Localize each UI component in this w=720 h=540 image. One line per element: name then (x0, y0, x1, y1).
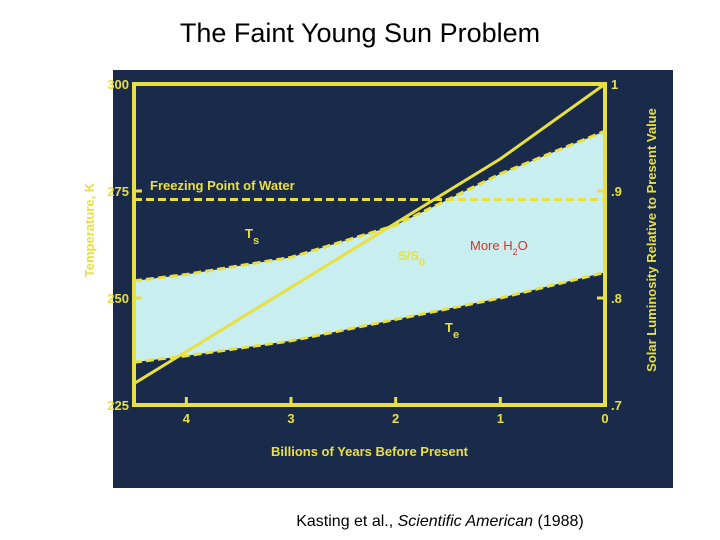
series-label: Te (445, 320, 459, 341)
series-label-part: T (245, 226, 253, 241)
annotation: More H2O (470, 238, 528, 257)
y-tick-label: 300 (107, 77, 129, 92)
plot-frame (132, 82, 607, 407)
y2-tick-label: .8 (611, 291, 622, 306)
x-tick-label: 2 (392, 411, 399, 426)
series-label: S/S0 (398, 248, 425, 269)
series-line (133, 129, 606, 283)
series-label: Freezing Point of Water (150, 178, 295, 193)
slide-title: The Faint Young Sun Problem (180, 18, 540, 48)
series-line (133, 82, 606, 385)
caption: Kasting et al., Scientific American (198… (296, 513, 584, 530)
x-tick-label: 3 (287, 411, 294, 426)
series-label-part: Freezing Point of Water (150, 178, 295, 193)
band (134, 131, 605, 363)
annotation-part: O (518, 238, 528, 253)
series-label: Ts (245, 226, 259, 247)
caption-text: Scientific American (398, 513, 534, 530)
annotation-part: 2 (513, 247, 518, 257)
series-label-part: S/S (398, 248, 419, 263)
series-label-part: T (445, 320, 453, 335)
y2-axis-label: Solar Luminosity Relative to Present Val… (644, 108, 659, 372)
y2-tick-label: .7 (611, 398, 622, 413)
x-tick-label: 0 (601, 411, 608, 426)
x-axis-label: Billions of Years Before Present (271, 444, 469, 459)
series-label-part: 0 (419, 257, 425, 269)
y-tick-label: 250 (107, 291, 129, 306)
y-axis-label: Temperature, K (82, 182, 97, 277)
y2-tick-label: 1 (611, 77, 618, 92)
plot: 225 250 275 300 .7 .8 .9 1 4 3 2 1 0 Billions of Year… (82, 77, 659, 459)
y-tick-label: 275 (107, 184, 129, 199)
x-tick-label: 1 (497, 411, 504, 426)
series-label-part: s (253, 235, 259, 247)
caption-text: (1988) (533, 513, 584, 530)
series-label-part: e (453, 329, 459, 341)
x-tick-label: 4 (183, 411, 191, 426)
caption-text: Kasting et al., (296, 513, 397, 530)
annotation-part: More H (470, 238, 513, 253)
y-tick-label: 225 (107, 398, 129, 413)
y2-tick-label: .9 (611, 184, 622, 199)
